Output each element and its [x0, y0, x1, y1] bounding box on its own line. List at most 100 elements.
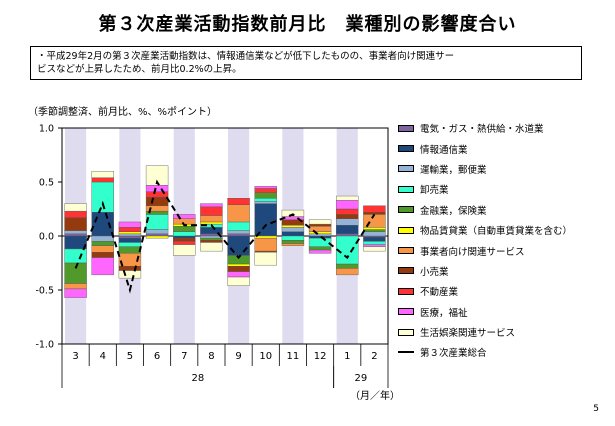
bar-segment	[145, 214, 169, 230]
summary-note-line-2: ビスなどが上昇したため、前月比0.2%の上昇。	[37, 64, 242, 75]
bar-segment	[173, 244, 196, 256]
x-tick-label: 6	[154, 351, 160, 362]
bar-segment	[227, 230, 250, 235]
legend-swatch	[398, 287, 414, 295]
bar-segment	[336, 214, 359, 219]
bar-segment	[173, 235, 196, 239]
bar-segment	[91, 245, 114, 253]
x-tick-label: 5	[127, 351, 133, 362]
bar-segment	[227, 204, 250, 223]
bar-segment	[254, 251, 277, 266]
legend-label: 事業者向け関連サービス	[420, 246, 525, 258]
bar-segment	[64, 233, 87, 237]
legend-label: 生活娯楽関連サービス	[420, 328, 516, 340]
legend-item: 不動産業	[398, 281, 608, 301]
bar-segment	[227, 235, 250, 256]
bar-segment	[363, 227, 386, 230]
legend-item: 電気・ガス・熱供給・水道業	[398, 118, 608, 138]
legend-item: 事業者向け関連サービス	[398, 240, 608, 260]
bar-segment	[254, 201, 277, 204]
legend-item: 金融業，保険業	[398, 200, 608, 220]
total-line	[74, 179, 376, 294]
bar-segment	[64, 248, 87, 264]
bar-segment	[254, 237, 277, 252]
bar-segment	[336, 235, 359, 265]
bar-segment	[254, 235, 277, 239]
bar-segment	[281, 231, 305, 237]
bar-segment	[173, 218, 196, 225]
bar-segment	[227, 197, 250, 205]
bar-segment	[118, 235, 142, 239]
bar-segment	[254, 186, 277, 189]
bar-segment	[200, 215, 223, 223]
bar-segment	[173, 214, 196, 219]
legend-item: 運輸業，郵便業	[398, 159, 608, 179]
legend-swatch	[398, 308, 414, 316]
y-tick-label: 0.5	[39, 178, 54, 189]
bar-segment	[308, 249, 332, 254]
bar-segment	[227, 276, 250, 286]
legend-swatch	[398, 124, 414, 132]
legend-swatch	[398, 226, 414, 234]
bar-segment	[118, 221, 142, 228]
bar-segment	[200, 242, 223, 252]
bar-segment	[118, 266, 142, 271]
bar-segment	[363, 212, 386, 215]
legend-label: 金融業，保険業	[420, 205, 487, 217]
x-tick-label: 12	[314, 351, 327, 362]
legend-swatch	[398, 206, 414, 214]
bar-segment	[227, 221, 250, 231]
bar-segment	[64, 203, 87, 212]
bar-segment	[173, 237, 196, 242]
bar-segment	[227, 271, 250, 278]
x-tick-label: 11	[287, 351, 300, 362]
bar-segment	[308, 226, 332, 232]
legend-swatch	[398, 165, 414, 173]
bar-segment	[200, 221, 223, 225]
legend-label: 電気・ガス・熱供給・水道業	[420, 124, 544, 136]
bar-segment	[336, 224, 359, 235]
bar-segment	[281, 209, 305, 217]
legend-swatch	[398, 267, 414, 275]
x-tick-label: 9	[235, 351, 241, 362]
bar-segment	[227, 233, 250, 237]
bar-segment	[308, 219, 332, 225]
legend-item: 生活娯楽関連サービス	[398, 322, 608, 342]
legend-swatch	[398, 247, 414, 255]
bar-segment	[308, 237, 332, 248]
legend-label: 卸売業	[420, 185, 449, 197]
legend-swatch	[398, 351, 414, 354]
bar-segment	[118, 233, 142, 237]
bar-segment	[118, 270, 142, 279]
bar-segment	[363, 205, 386, 213]
page-number: 5	[593, 404, 599, 414]
summary-note-line-1: ・平成29年2月の第３次産業活動指数は、情報通信業などが低下したものの、事業者向…	[37, 51, 455, 62]
legend-swatch	[398, 185, 414, 193]
bar-segment	[118, 246, 142, 254]
x-tick-label: 3	[72, 351, 78, 362]
bar-segment	[254, 197, 277, 202]
bar-segment	[363, 246, 386, 252]
x-tick-label: 1	[344, 351, 350, 362]
unit-label: （季節調整済、前月比、%、%ポイント）	[28, 107, 218, 118]
y-tick-label: 0.0	[39, 232, 54, 243]
bar-segment	[254, 192, 277, 199]
bar-segment	[336, 208, 359, 215]
bar-segment	[227, 263, 250, 267]
legend-swatch	[398, 145, 414, 153]
bar-segment	[363, 236, 386, 242]
bar-segment	[308, 223, 332, 227]
bar-segment	[118, 242, 142, 247]
y-tick-label: -1.0	[35, 340, 54, 351]
bar-segment	[173, 226, 196, 232]
x-tick-label: 8	[208, 351, 214, 362]
bar-segment	[363, 231, 386, 237]
bar-segment	[64, 283, 87, 290]
bar-segment	[281, 224, 305, 228]
legend-item: 卸売業	[398, 179, 608, 199]
bar-segment	[64, 288, 87, 298]
bar-segment	[336, 200, 359, 210]
bar-segment	[173, 241, 196, 245]
bar-segment	[145, 229, 169, 235]
